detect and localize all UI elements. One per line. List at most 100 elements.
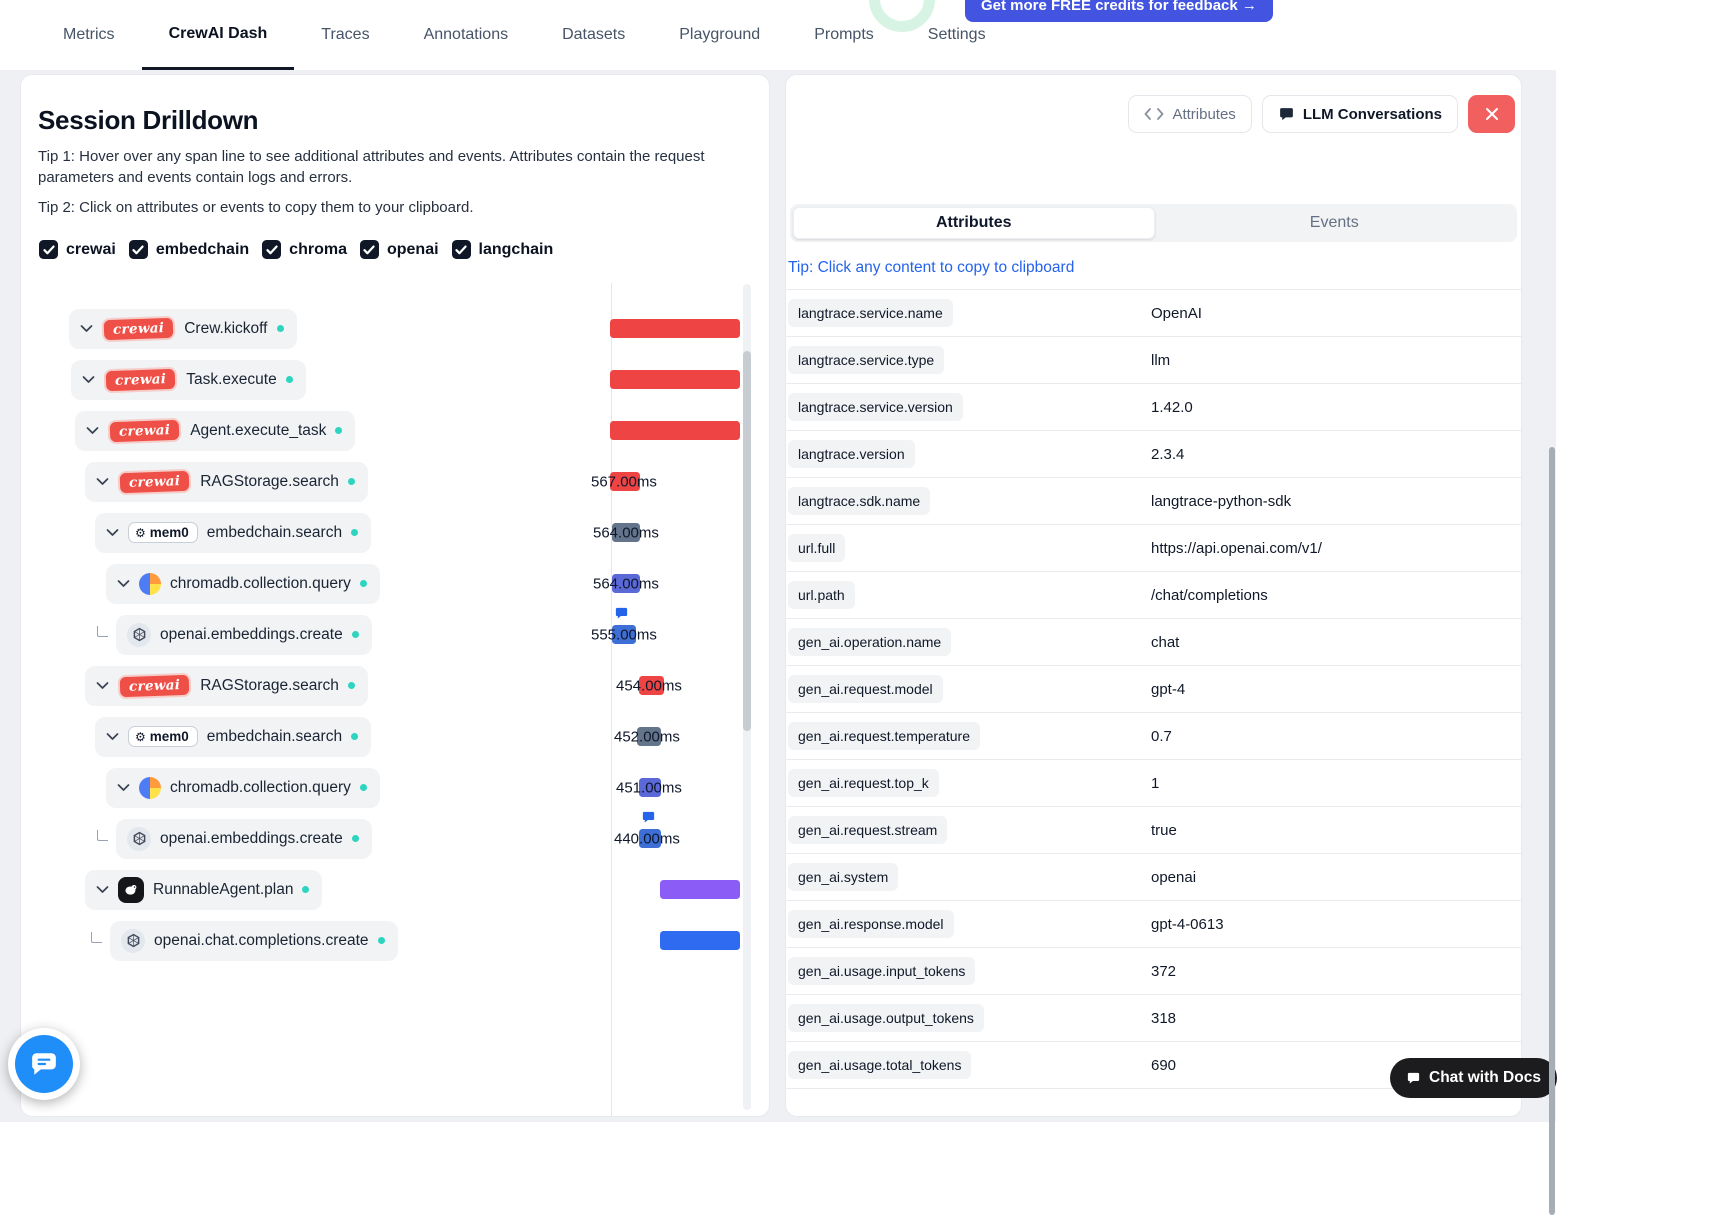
chevron-down-icon[interactable] <box>80 324 93 333</box>
span-bar[interactable] <box>610 370 740 389</box>
span-pill[interactable]: chromadb.collection.query <box>106 767 380 808</box>
span-pill[interactable]: openai.chat.completions.create <box>110 920 398 961</box>
span-row[interactable]: ⚙ mem0 embedchain.search 564.00ms <box>21 507 769 558</box>
span-row[interactable]: RunnableAgent.plan <box>21 864 769 915</box>
nav-tab-traces[interactable]: Traces <box>321 26 370 43</box>
span-row[interactable]: crewai RAGStorage.search 454.00ms <box>21 660 769 711</box>
nav-tab-datasets[interactable]: Datasets <box>562 26 626 43</box>
attr-value[interactable]: langtrace-python-sdk <box>1151 492 1292 510</box>
attr-value[interactable]: 372 <box>1151 962 1177 980</box>
attr-value[interactable]: true <box>1151 821 1177 839</box>
chat-widget-launcher[interactable] <box>8 1028 80 1100</box>
attr-key[interactable]: gen_ai.response.model <box>788 910 954 938</box>
span-bar[interactable] <box>612 523 640 542</box>
span-row[interactable]: chromadb.collection.query 451.00ms <box>21 762 769 813</box>
attr-value[interactable]: gpt-4 <box>1151 680 1186 698</box>
checkbox-crewai[interactable] <box>39 240 58 259</box>
span-bar[interactable] <box>637 727 661 746</box>
span-bar[interactable] <box>660 931 740 950</box>
span-row[interactable]: ⚙ mem0 embedchain.search 452.00ms <box>21 711 769 762</box>
span-pill[interactable]: ⚙ mem0 embedchain.search <box>95 512 372 553</box>
span-pill[interactable]: RunnableAgent.plan <box>85 869 323 910</box>
span-row[interactable]: crewai Crew.kickoff <box>21 303 769 354</box>
attr-value[interactable]: openai <box>1151 868 1197 886</box>
attr-key[interactable]: url.path <box>788 581 855 609</box>
attr-value[interactable]: 318 <box>1151 1009 1177 1027</box>
checkbox-chroma[interactable] <box>262 240 282 259</box>
filter-chroma[interactable]: chroma <box>262 240 347 259</box>
checkbox-openai[interactable] <box>359 240 379 259</box>
attr-value[interactable]: llm <box>1151 351 1171 369</box>
span-pill[interactable]: chromadb.collection.query <box>106 563 380 604</box>
span-row[interactable]: crewai Task.execute <box>21 354 769 405</box>
nav-tab-crewai-dash[interactable]: CrewAI Dash <box>141 0 295 70</box>
span-bar[interactable] <box>612 625 636 644</box>
attr-value[interactable]: 1 <box>1151 774 1160 792</box>
detail-tab-events[interactable]: Events <box>1309 214 1359 231</box>
chevron-down-icon[interactable] <box>117 579 130 588</box>
attributes-code-button[interactable]: Attributes <box>1128 95 1252 133</box>
filter-langchain[interactable]: langchain <box>451 240 553 259</box>
chevron-down-icon[interactable] <box>82 375 95 384</box>
detail-tab-attributes[interactable]: Attributes <box>793 207 1155 239</box>
attr-key[interactable]: langtrace.sdk.name <box>788 487 931 515</box>
attr-key[interactable]: langtrace.version <box>788 440 915 468</box>
attr-key[interactable]: gen_ai.request.model <box>788 675 943 703</box>
attr-value[interactable]: gpt-4-0613 <box>1151 915 1224 933</box>
span-pill[interactable]: crewai RAGStorage.search <box>85 665 368 706</box>
attr-value[interactable]: 1.42.0 <box>1151 398 1193 416</box>
attr-key[interactable]: langtrace.service.version <box>788 393 963 421</box>
span-pill[interactable]: crewai Task.execute <box>71 359 306 400</box>
span-pill[interactable]: openai.embeddings.create <box>116 818 372 859</box>
llm-conversations-button[interactable]: LLM Conversations <box>1261 95 1458 133</box>
attr-value[interactable]: https://api.openai.com/v1/ <box>1151 539 1322 557</box>
nav-tab-prompts[interactable]: Prompts <box>814 26 874 43</box>
nav-tab-metrics[interactable]: Metrics <box>63 26 115 43</box>
attr-key[interactable]: langtrace.service.type <box>788 346 945 374</box>
nav-tab-settings[interactable]: Settings <box>927 26 986 43</box>
span-row[interactable]: crewai RAGStorage.search 567.00ms <box>21 456 769 507</box>
attr-value[interactable]: 2.3.4 <box>1151 445 1185 463</box>
span-pill[interactable]: openai.embeddings.create <box>116 614 372 655</box>
chat-with-docs-button[interactable]: Chat with Docs <box>1390 1058 1557 1098</box>
span-bar[interactable] <box>610 472 640 491</box>
attr-key[interactable]: gen_ai.usage.output_tokens <box>788 1004 984 1032</box>
attr-key[interactable]: gen_ai.system <box>788 863 899 891</box>
filter-openai[interactable]: openai <box>359 240 439 259</box>
span-bar[interactable] <box>639 829 661 848</box>
attr-value[interactable]: 690 <box>1151 1056 1177 1074</box>
attr-key[interactable]: gen_ai.operation.name <box>788 628 952 656</box>
span-pill[interactable]: crewai Agent.execute_task <box>75 410 356 451</box>
chevron-down-icon[interactable] <box>86 426 99 435</box>
span-bar[interactable] <box>610 421 740 440</box>
span-row[interactable]: openai.chat.completions.create <box>21 915 769 966</box>
chevron-down-icon[interactable] <box>106 732 119 741</box>
nav-tab-playground[interactable]: Playground <box>679 26 761 43</box>
chevron-down-icon[interactable] <box>106 528 119 537</box>
tree-scrollbar-thumb[interactable] <box>743 351 751 731</box>
checkbox-embedchain[interactable] <box>128 240 148 259</box>
close-button[interactable] <box>1468 95 1515 133</box>
nav-tab-annotations[interactable]: Annotations <box>423 26 509 43</box>
page-scrollbar[interactable] <box>1549 447 1555 1215</box>
span-row[interactable]: crewai Agent.execute_task <box>21 405 769 456</box>
span-bar[interactable] <box>639 676 664 695</box>
attr-key[interactable]: gen_ai.usage.input_tokens <box>788 957 976 985</box>
checkbox-langchain[interactable] <box>451 240 471 259</box>
span-row[interactable]: chromadb.collection.query 564.00ms <box>21 558 769 609</box>
attr-value[interactable]: 0.7 <box>1151 727 1172 745</box>
span-pill[interactable]: ⚙ mem0 embedchain.search <box>95 716 372 757</box>
credits-button[interactable]: Get more FREE credits for feedback → <box>965 0 1273 22</box>
chevron-down-icon[interactable] <box>96 885 109 894</box>
attr-key[interactable]: gen_ai.request.temperature <box>788 722 980 750</box>
attr-key[interactable]: url.full <box>788 534 846 562</box>
span-bar[interactable] <box>639 778 661 797</box>
span-pill[interactable]: crewai RAGStorage.search <box>85 461 368 502</box>
attr-key[interactable]: gen_ai.request.stream <box>788 816 948 844</box>
span-bar[interactable] <box>612 574 640 593</box>
attr-key[interactable]: gen_ai.request.top_k <box>788 769 939 797</box>
span-pill[interactable]: crewai Crew.kickoff <box>69 308 297 349</box>
filter-crewai[interactable]: crewai <box>39 240 116 259</box>
chevron-down-icon[interactable] <box>117 783 130 792</box>
attr-value[interactable]: chat <box>1151 633 1180 651</box>
